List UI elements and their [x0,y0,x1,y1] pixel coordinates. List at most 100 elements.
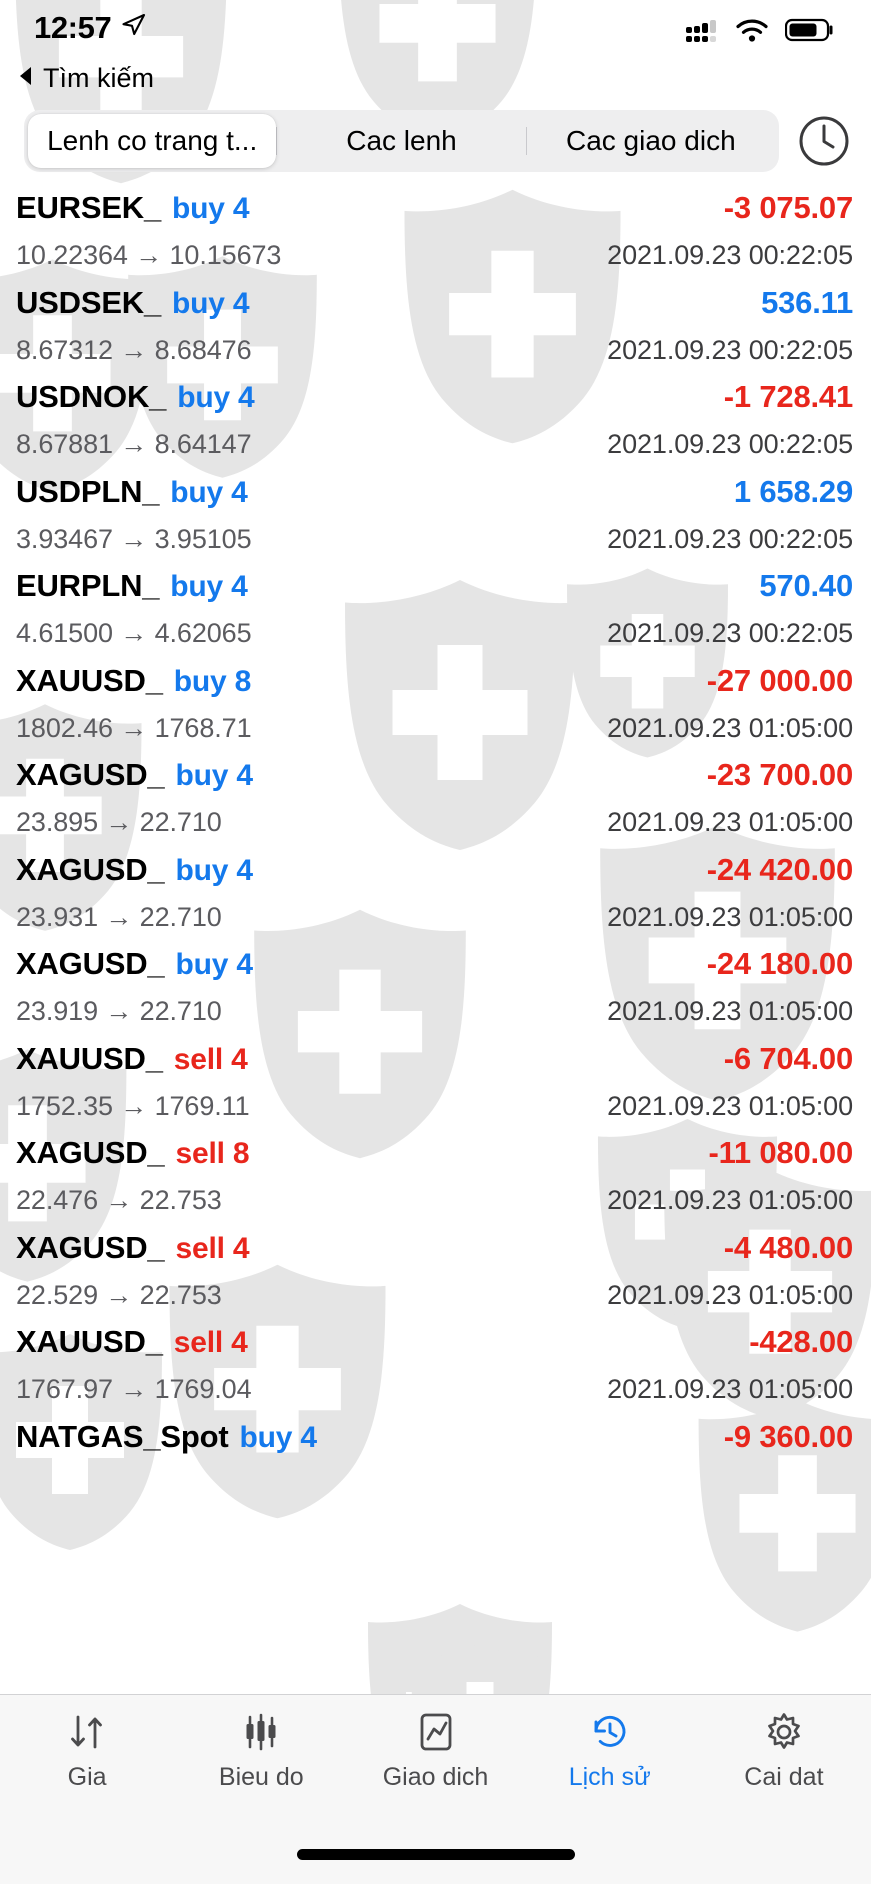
deal-side-volume: sell 4 [175,1231,250,1265]
segmented-control[interactable]: Lenh co trang t... Cac lenh Cac giao dich [24,110,779,172]
deal-symbol-group: XAGUSD_ sell 8 [16,1135,250,1171]
tab-item-label: Cai dat [744,1763,824,1791]
deal-symbol: XAUUSD_ [16,1324,163,1359]
deal-side-volume: buy 4 [175,759,253,792]
deal-row-detail: 1802.46 → 1768.71 2021.09.23 01:05:00 [16,713,853,757]
deal-profit: 570.40 [759,568,853,603]
bottom-tab-bar: Gia Bieu do Giao dich Lịch sử Cai dat [0,1694,871,1884]
deal-price-range: 1767.97 → 1769.04 [16,1374,252,1404]
segment-tab[interactable]: Cac lenh [277,114,525,168]
deal-side-volume: buy 4 [172,286,250,320]
gear-icon [761,1709,807,1755]
tab-item-label: Lịch sử [568,1763,651,1791]
deal-symbol: EURPLN_ [16,568,160,603]
back-to-search-link[interactable]: Tìm kiếm [0,60,871,96]
deal-side-volume: sell 4 [173,1326,248,1359]
back-chevron-icon [16,64,36,93]
candlestick-icon [238,1709,284,1755]
deal-row[interactable]: XAGUSD_ sell 4 -4 480.00 22.529 → 22.753 202… [0,1230,871,1325]
deal-time: 2021.09.23 01:05:00 [607,807,853,837]
history-period-button[interactable] [793,110,855,172]
deal-price-range: 23.931 → 22.710 [16,901,222,932]
deal-side-volume: buy 4 [175,853,253,887]
deal-row[interactable]: XAUUSD_ sell 4 -6 704.00 1752.35 → 1769.11 2… [0,1041,871,1136]
deal-time: 2021.09.23 00:22:05 [607,618,853,648]
deal-row[interactable]: XAUUSD_ sell 4 -428.00 1767.97 → 1769.04 202… [0,1324,871,1419]
segment-divider [276,127,278,155]
deal-row-header: XAGUSD_ sell 8 -11 080.00 [16,1135,853,1185]
deal-price-range: 3.93467 → 3.95105 [16,523,252,554]
deal-row-detail: 23.931 → 22.710 2021.09.23 01:05:00 [16,902,853,946]
deal-price-range: 23.919 → 22.710 [16,996,222,1026]
deal-price-range: 22.476 → 22.753 [16,1185,222,1215]
deal-symbol-group: EURPLN_ buy 4 [16,568,248,604]
deal-symbol: XAUUSD_ [16,1040,163,1076]
deal-symbol-group: USDSEK_ buy 4 [16,284,250,321]
battery-icon [784,17,835,48]
tab-item-candlestick[interactable]: Bieu do [174,1709,348,1790]
deal-symbol-group: XAGUSD_ buy 4 [16,757,253,793]
deal-symbol: USDSEK_ [16,284,162,320]
deal-time: 2021.09.23 01:05:00 [607,1090,853,1121]
segment-tab[interactable]: Cac giao dich [527,114,775,168]
tab-item-label: Giao dich [382,1763,489,1791]
deal-price-range: 22.529 → 22.753 [16,1279,222,1310]
history-deal-list[interactable]: EURSEK_ buy 4 -3 075.07 10.22364 → 10.15673… [0,190,871,1767]
deal-row[interactable]: EURPLN_ buy 4 570.40 4.61500 → 4.62065 2021.… [0,568,871,663]
deal-side-volume: buy 4 [177,381,255,414]
deal-symbol: XAGUSD_ [16,1135,165,1170]
tab-item-trade-chart[interactable]: Giao dich [348,1709,522,1790]
deal-row[interactable]: USDNOK_ buy 4 -1 728.41 8.67881 → 8.64147 20… [0,379,871,474]
deal-side-volume: buy 4 [175,948,253,981]
deal-row-header: EURPLN_ buy 4 570.40 [16,568,853,618]
deal-row[interactable]: USDSEK_ buy 4 536.11 8.67312 → 8.68476 2021.… [0,285,871,380]
tab-item-gear[interactable]: Cai dat [697,1709,871,1790]
tab-item-sort-arrows[interactable]: Gia [0,1709,174,1790]
deal-side-volume: sell 4 [173,1042,248,1076]
deal-row[interactable]: NATGAS_Spot buy 4 -9 360.00 [0,1419,871,1514]
deal-symbol-group: XAGUSD_ sell 4 [16,1229,250,1266]
cellular-signal-icon [685,17,719,48]
deal-price-range: 8.67881 → 8.64147 [16,429,252,459]
deal-row-detail: 10.22364 → 10.15673 2021.09.23 00:22:05 [16,240,853,284]
deal-row-header: XAUUSD_ sell 4 -428.00 [16,1324,853,1374]
tab-item-label: Gia [67,1763,107,1791]
tab-item-history-clock[interactable]: Lịch sử [523,1709,697,1790]
deal-symbol: XAGUSD_ [16,946,165,981]
deal-row-detail: 3.93467 → 3.95105 2021.09.23 00:22:05 [16,524,853,568]
deal-time: 2021.09.23 00:22:05 [607,240,853,270]
deal-row-detail: 23.919 → 22.710 2021.09.23 01:05:00 [16,996,853,1040]
deal-time: 2021.09.23 00:22:05 [607,429,853,459]
deal-row[interactable]: USDPLN_ buy 4 1 658.29 3.93467 → 3.95105 202… [0,474,871,569]
home-indicator [296,1849,575,1860]
deal-row-header: XAGUSD_ buy 4 -24 180.00 [16,946,853,996]
deal-profit: -9 360.00 [723,1418,853,1454]
deal-symbol-group: NATGAS_Spot buy 4 [16,1419,317,1455]
deal-price-range: 1752.35 → 1769.11 [16,1090,250,1121]
deal-side-volume: buy 4 [170,475,248,509]
deal-row-detail: 8.67881 → 8.64147 2021.09.23 00:22:05 [16,429,853,473]
deal-symbol: XAGUSD_ [16,851,165,887]
deal-row-detail: 1767.97 → 1769.04 2021.09.23 01:05:00 [16,1374,853,1418]
deal-row[interactable]: XAGUSD_ buy 4 -23 700.00 23.895 → 22.710 202… [0,757,871,852]
deal-row-header: USDNOK_ buy 4 -1 728.41 [16,379,853,429]
deal-row[interactable]: XAGUSD_ sell 8 -11 080.00 22.476 → 22.753 20… [0,1135,871,1230]
trade-chart-icon [413,1709,459,1755]
deal-symbol-group: USDPLN_ buy 4 [16,474,248,510]
tab-items: Gia Bieu do Giao dich Lịch sử Cai dat [0,1695,871,1831]
deal-side-volume: buy 4 [172,192,250,225]
filter-bar: Lenh co trang t... Cac lenh Cac giao dich [0,96,871,190]
segment-tab[interactable]: Lenh co trang t... [28,114,277,168]
deal-symbol-group: XAGUSD_ buy 4 [16,946,253,982]
deal-symbol: XAGUSD_ [16,1229,165,1265]
deal-symbol: XAUUSD_ [16,662,163,698]
deal-profit: -4 480.00 [723,1229,853,1265]
deal-symbol-group: XAUUSD_ sell 4 [16,1324,248,1360]
deal-row[interactable]: XAUUSD_ buy 8 -27 000.00 1802.46 → 1768.71 2… [0,663,871,758]
deal-row-header: XAGUSD_ buy 4 -24 420.00 [16,852,853,902]
deal-row[interactable]: EURSEK_ buy 4 -3 075.07 10.22364 → 10.15673… [0,190,871,285]
deal-row[interactable]: XAGUSD_ buy 4 -24 420.00 23.931 → 22.710 202… [0,852,871,947]
deal-profit: -24 420.00 [706,851,853,887]
deal-time: 2021.09.23 01:05:00 [607,996,853,1026]
deal-row[interactable]: XAGUSD_ buy 4 -24 180.00 23.919 → 22.710 202… [0,946,871,1041]
